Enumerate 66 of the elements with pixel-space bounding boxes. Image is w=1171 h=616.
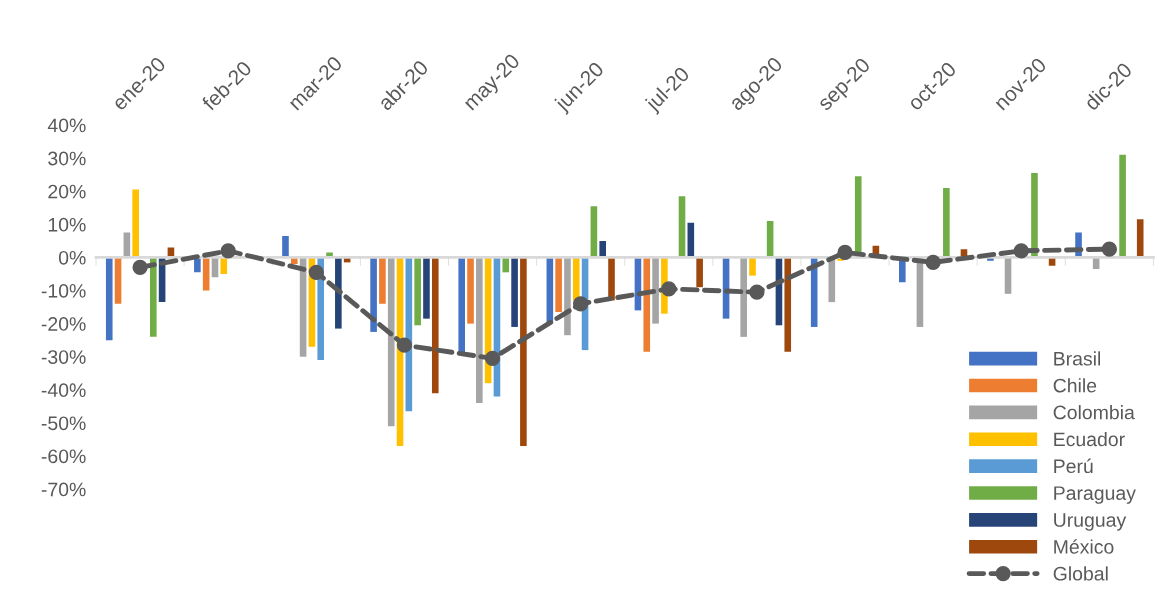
bar xyxy=(476,257,483,404)
point xyxy=(220,243,236,259)
legend-label: Perú xyxy=(1054,458,1093,474)
legend-label: Uruguay xyxy=(1054,513,1127,531)
bar xyxy=(414,257,421,326)
point xyxy=(749,284,765,300)
bar xyxy=(643,257,651,352)
point xyxy=(396,337,413,353)
y-tick-label: -70% xyxy=(41,482,86,497)
bar xyxy=(608,257,615,301)
bar xyxy=(555,257,562,313)
y-tick-label: -40% xyxy=(41,383,86,398)
legend-label: Global xyxy=(1053,566,1108,581)
point xyxy=(837,244,853,261)
bar xyxy=(564,257,571,336)
bar xyxy=(784,257,792,352)
bar xyxy=(379,257,386,304)
legend-label: Paraguay xyxy=(1054,486,1136,504)
y-tick-label: 10% xyxy=(48,217,86,232)
y-tick-label: 0% xyxy=(58,250,86,265)
legend-label: Brasil xyxy=(1054,351,1101,366)
bar xyxy=(502,257,510,273)
bar xyxy=(132,189,139,258)
point xyxy=(132,259,148,276)
point xyxy=(925,254,941,271)
bar xyxy=(696,257,703,288)
bar xyxy=(423,257,430,319)
y-tick-label: 30% xyxy=(48,151,86,166)
bar xyxy=(1136,219,1144,258)
y-tick-label: -50% xyxy=(41,416,86,431)
legend-label: Ecuador xyxy=(1054,431,1125,447)
bar xyxy=(943,187,950,258)
point xyxy=(573,296,589,312)
bar xyxy=(282,235,289,258)
point xyxy=(1013,243,1029,259)
point xyxy=(661,281,677,297)
bar xyxy=(467,257,474,324)
bar xyxy=(431,257,439,394)
bar xyxy=(572,257,580,301)
bar xyxy=(458,257,466,354)
y-tick-label: -10% xyxy=(41,284,86,298)
y-tick-label: 20% xyxy=(48,184,86,199)
bar xyxy=(652,257,659,324)
bar xyxy=(105,257,113,341)
bar xyxy=(387,257,395,427)
y-tick-label: 40% xyxy=(47,118,86,133)
point xyxy=(308,264,324,280)
y-tick-label: -30% xyxy=(41,350,86,364)
bar xyxy=(749,257,756,276)
y-tick-label: -20% xyxy=(41,317,86,331)
bar xyxy=(599,240,606,258)
bar xyxy=(1119,154,1126,258)
bar xyxy=(1031,173,1038,258)
bar xyxy=(149,257,157,337)
bar xyxy=(740,257,747,337)
bar xyxy=(520,257,527,447)
bar xyxy=(220,257,228,274)
legend-label: México xyxy=(1054,539,1114,554)
legend-label: Chile xyxy=(1053,378,1097,393)
point xyxy=(1101,241,1118,257)
bar xyxy=(335,257,342,329)
y-tick-label: -60% xyxy=(41,449,86,464)
bar xyxy=(370,257,377,332)
point xyxy=(484,350,501,367)
legend-label: Colombia xyxy=(1053,405,1135,420)
bar xyxy=(511,257,518,327)
